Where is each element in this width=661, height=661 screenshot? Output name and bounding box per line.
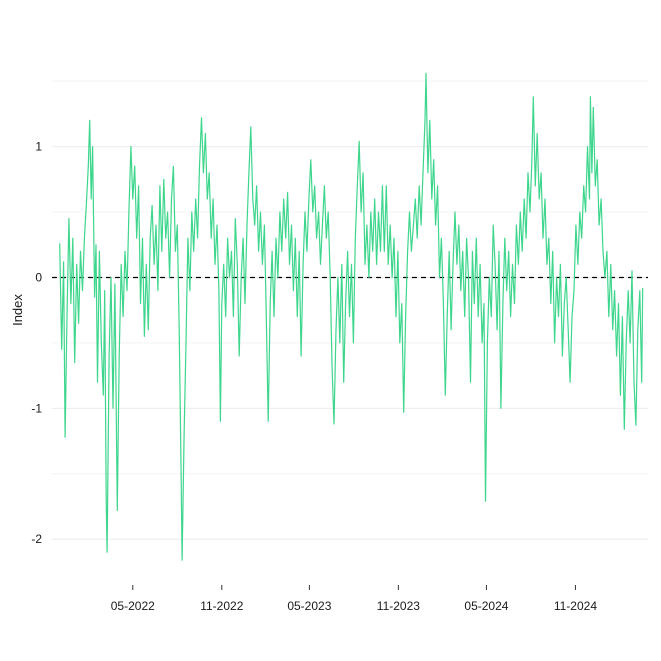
y-tick-label: -2 bbox=[31, 532, 42, 546]
x-tick-label: 11-2024 bbox=[554, 599, 597, 613]
x-tick-label: 05-2023 bbox=[287, 599, 331, 613]
y-tick-label: -1 bbox=[31, 401, 42, 415]
x-tick-label: 11-2022 bbox=[200, 599, 243, 613]
x-tick-label: 05-2022 bbox=[111, 599, 155, 613]
x-tick-label: 05-2024 bbox=[464, 599, 508, 613]
series-line bbox=[59, 72, 644, 561]
y-axis-title: Index bbox=[10, 294, 25, 326]
y-axis-ticks: -2 -1 0 1 bbox=[31, 140, 42, 547]
x-tick-label: 11-2023 bbox=[377, 599, 420, 613]
x-axis-ticks: 05-2022 11-2022 05-2023 11-2023 05-2024 11-20… bbox=[111, 585, 597, 613]
y-tick-label: 0 bbox=[35, 270, 42, 284]
y-tick-label: 1 bbox=[35, 140, 42, 154]
